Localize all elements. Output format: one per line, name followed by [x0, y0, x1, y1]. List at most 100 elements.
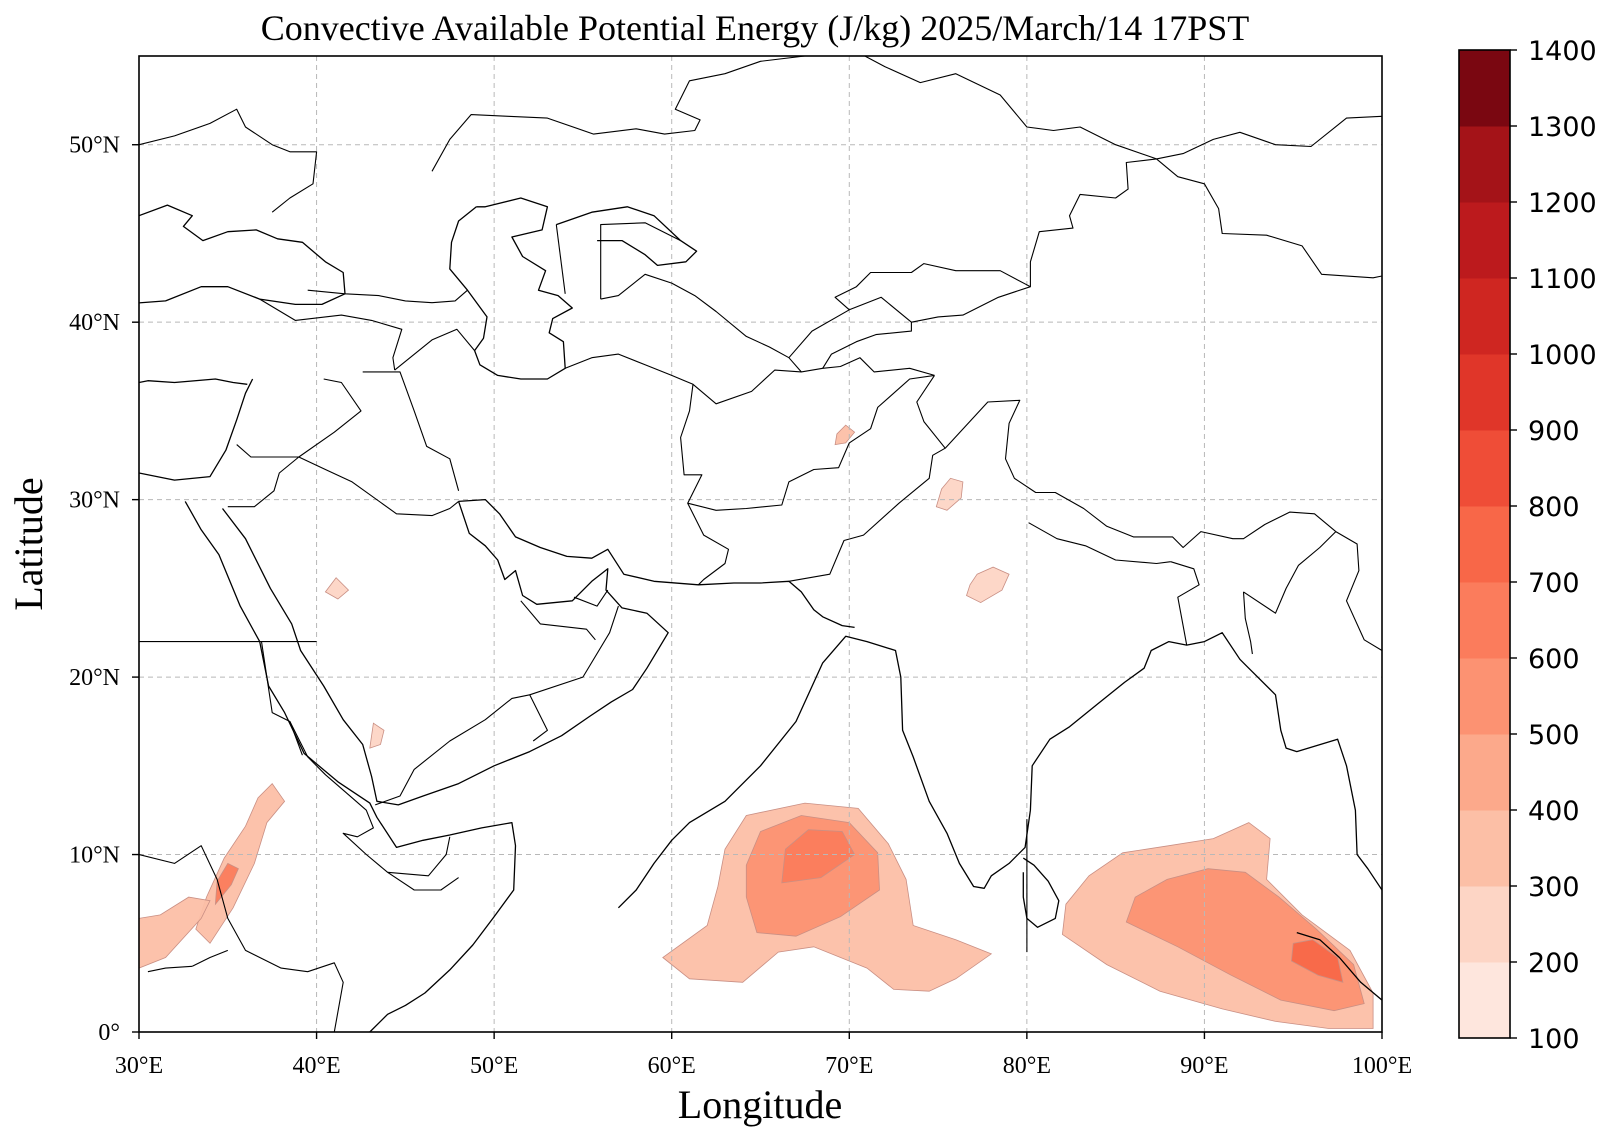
- country-border: [788, 375, 946, 582]
- country-border: [1170, 561, 1200, 646]
- colorbar-cell: [1459, 734, 1510, 811]
- colorbar-tick-label: 1200: [1528, 188, 1597, 219]
- country-border: [573, 589, 609, 607]
- colorbar-tick-label: 1300: [1528, 112, 1597, 143]
- y-tick-label: 10°N: [69, 843, 120, 869]
- country-border: [289, 721, 459, 891]
- colorbar-tick-label: 500: [1528, 720, 1580, 751]
- plot-area: [138, 55, 1383, 1033]
- coastline: [139, 378, 254, 481]
- colorbar-tick-label: 1400: [1528, 36, 1597, 67]
- country-border: [139, 845, 344, 1032]
- cape-contour-layer: [139, 424, 1374, 1029]
- coastlines: [139, 197, 1382, 1032]
- country-border: [687, 374, 935, 511]
- coastline: [449, 197, 573, 380]
- country-border: [227, 456, 300, 508]
- colorbar-cell: [1459, 658, 1510, 735]
- x-tick-label: 70°E: [825, 1053, 873, 1079]
- country-border: [600, 273, 802, 373]
- colorbar-cell: [1459, 50, 1510, 127]
- country-borders: [139, 56, 1382, 1032]
- cape-region: [966, 566, 1010, 604]
- country-border: [260, 641, 303, 756]
- colorbar-tick-label: 1000: [1528, 340, 1597, 371]
- country-border: [362, 371, 460, 491]
- country-border: [147, 965, 193, 973]
- cape-region: [781, 829, 856, 884]
- country-border: [394, 328, 476, 371]
- country-border: [298, 456, 459, 517]
- country-border: [431, 56, 1382, 172]
- coastline: [1296, 931, 1382, 1001]
- cape-region: [1290, 939, 1344, 983]
- country-border: [1335, 531, 1382, 651]
- x-tick-label: 100°E: [1352, 1053, 1412, 1079]
- coastline: [221, 501, 669, 806]
- country-border: [529, 605, 619, 696]
- country-border: [1028, 522, 1171, 565]
- coastline: [139, 204, 346, 306]
- coastline: [1022, 857, 1060, 928]
- country-border: [788, 158, 1157, 359]
- colorbar-cells: [1459, 50, 1510, 1039]
- colorbar-cell: [1459, 886, 1510, 963]
- y-tick-label: 30°N: [69, 488, 120, 514]
- colorbar: 100 200 300 400 500 600 700 800 900 1000 1100 1200 1…: [1458, 36, 1597, 1055]
- y-tick-label: 0°: [98, 1020, 120, 1046]
- y-tick-label: 20°N: [69, 665, 120, 691]
- country-border: [1156, 158, 1382, 279]
- country-border: [822, 322, 912, 369]
- coastline: [556, 206, 698, 267]
- country-border: [236, 378, 362, 458]
- country-border: [600, 222, 681, 300]
- country-border: [564, 353, 730, 586]
- colorbar-frame: [1458, 49, 1511, 1039]
- country-border: [520, 600, 596, 641]
- country-border: [139, 108, 318, 213]
- x-tick-label: 60°E: [648, 1053, 696, 1079]
- coastline: [617, 632, 1382, 909]
- colorbar-tick-label: 100: [1528, 1024, 1580, 1055]
- colorbar-tick-label: 400: [1528, 796, 1580, 827]
- country-border: [259, 298, 403, 371]
- y-axis-ticks: 0° 10°N 20°N 30°N 40°N 50°N: [69, 133, 139, 1046]
- colorbar-tick-label: 800: [1528, 492, 1580, 523]
- cape-region: [935, 477, 964, 511]
- coastline: [458, 498, 855, 629]
- colorbar-tick-label: 1100: [1528, 264, 1597, 295]
- colorbar-cell: [1459, 278, 1510, 355]
- country-border: [944, 399, 1337, 549]
- country-border: [555, 224, 566, 294]
- cape-region: [324, 577, 350, 600]
- colorbar-ticks: 100 200 300 400 500 600 700 800 900 1000 1100 1200 1…: [1510, 36, 1597, 1055]
- y-tick-label: 40°N: [69, 310, 120, 336]
- colorbar-cell: [1459, 354, 1510, 431]
- country-border: [834, 263, 1031, 311]
- x-tick-label: 90°E: [1180, 1053, 1228, 1079]
- x-tick-label: 40°E: [292, 1053, 340, 1079]
- x-axis-label: Longitude: [678, 1082, 842, 1127]
- country-border: [307, 289, 468, 304]
- colorbar-tick-label: 200: [1528, 948, 1580, 979]
- country-border: [1243, 531, 1337, 614]
- x-tick-label: 30°E: [115, 1053, 163, 1079]
- colorbar-cell: [1459, 582, 1510, 659]
- x-tick-label: 80°E: [1003, 1053, 1051, 1079]
- coastline: [139, 378, 248, 385]
- colorbar-cell: [1459, 962, 1510, 1039]
- country-border: [375, 694, 548, 806]
- cape-region: [139, 896, 211, 969]
- colorbar-cell: [1459, 126, 1510, 203]
- cape-region: [369, 722, 385, 749]
- y-axis-label: Latitude: [6, 477, 51, 610]
- colorbar-tick-label: 700: [1528, 568, 1580, 599]
- colorbar-cell: [1459, 430, 1510, 507]
- x-axis-ticks: 30°E 40°E 50°E 60°E 70°E 80°E 90°E 100°E: [115, 1032, 1412, 1079]
- x-tick-label: 50°E: [470, 1053, 518, 1079]
- colorbar-cell: [1459, 202, 1510, 279]
- y-tick-label: 50°N: [69, 133, 120, 159]
- chart-title: Convective Available Potential Energy (J…: [261, 8, 1250, 48]
